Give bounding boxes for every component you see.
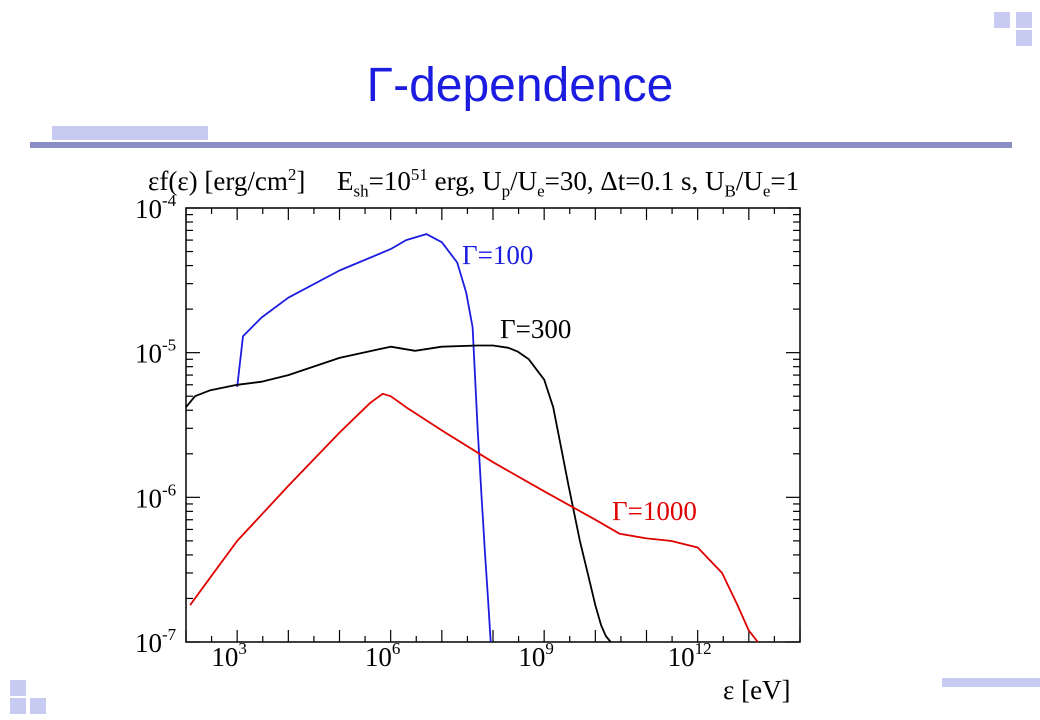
- corner-deco-tr-1: [994, 12, 1010, 28]
- y-tick-label: 10-5: [135, 336, 176, 369]
- y-axis-label: εf(ε) [erg/cm2]: [148, 165, 306, 196]
- bottom-right-bar: [942, 678, 1040, 687]
- slide-title: Γ-dependence: [366, 59, 674, 112]
- series-line: [189, 392, 759, 643]
- x-tick-label: 103: [211, 639, 247, 672]
- x-tick-label: 106: [365, 639, 401, 672]
- series-line: [185, 344, 612, 643]
- x-tick-label: 1012: [668, 639, 712, 672]
- corner-deco-bl-3: [30, 698, 46, 714]
- series-label: Γ=100: [462, 240, 533, 270]
- series-label: Γ=1000: [612, 496, 697, 526]
- corner-deco-tr-2: [1016, 12, 1032, 28]
- title-rule: [30, 142, 1012, 148]
- corner-deco-bl-1: [10, 680, 26, 696]
- y-tick-label: 10-4: [135, 191, 177, 224]
- simulation-parameters: Esh=1051 erg, Up/Ue=30, Δt=0.1 s, UB/Ue=…: [337, 165, 800, 201]
- x-tick-label: 109: [518, 639, 554, 672]
- title-rule-accent: [52, 126, 208, 140]
- x-axis-label: ε [eV]: [723, 675, 791, 705]
- plot-frame: [185, 207, 801, 643]
- series-line: [236, 233, 492, 643]
- y-tick-label: 10-7: [135, 625, 177, 658]
- series-label: Γ=300: [500, 314, 571, 344]
- corner-deco-bl-2: [10, 698, 26, 714]
- y-tick-label: 10-6: [135, 480, 176, 513]
- corner-deco-tr-3: [1016, 30, 1032, 46]
